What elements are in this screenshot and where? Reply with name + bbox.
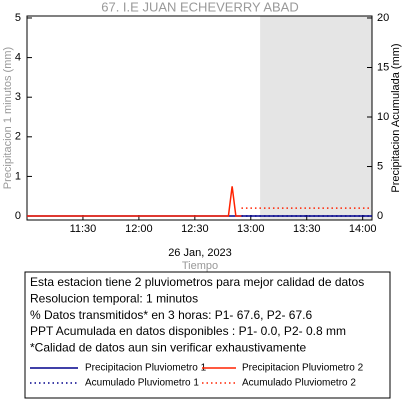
legend-label: Precipitacion Pluviometro 1 [85, 363, 207, 374]
y-axis-label: Precipitacion 1 minutos (mm) [2, 47, 14, 189]
y-tick-label: 4 [15, 51, 21, 63]
x-tick-label: 13:30 [293, 223, 321, 235]
y2-tick-label: 5 [377, 160, 383, 172]
legend-label: Precipitacion Pluviometro 2 [242, 363, 364, 374]
y2-tick-label: 0 [377, 210, 383, 222]
x-tick-label: 12:30 [181, 223, 209, 235]
legend-label: Acumulado Pluviometro 1 [85, 378, 199, 389]
note: Esta estacion tiene 2 pluviometros para … [30, 275, 364, 289]
legend-label: Acumulado Pluviometro 2 [242, 378, 356, 389]
y-tick-label: 1 [15, 170, 21, 182]
y2-tick-label: 10 [377, 111, 389, 123]
y2-tick-label: 15 [377, 61, 389, 73]
y-tick-label: 5 [15, 12, 21, 24]
note: *Calidad de datos aun sin verificar exha… [30, 340, 306, 354]
x-tick-label: 14:00 [349, 223, 377, 235]
info-box [24, 271, 391, 399]
y2-axis-label: Precipitacion Acumulada (mm) [390, 43, 402, 192]
y2-tick-label: 20 [377, 12, 389, 24]
y-tick-label: 2 [15, 131, 21, 143]
chart-title: 67. I.E JUAN ECHEVERRY ABAD [101, 0, 298, 14]
x-tick-label: 13:00 [237, 223, 265, 235]
note: % Datos transmitidos* en 3 horas: P1- 67… [30, 308, 312, 322]
shaded-region [260, 16, 372, 220]
series-line [27, 186, 242, 217]
y-tick-label: 0 [15, 210, 21, 222]
note: Resolucion temporal: 1 minutos [30, 291, 198, 305]
date-label: 26 Jan, 2023 [168, 247, 232, 259]
y-tick-label: 3 [15, 91, 21, 103]
x-tick-label: 12:00 [125, 223, 153, 235]
note: PPT Acumulada en datos disponibles : P1-… [30, 324, 346, 338]
plot-frame [26, 15, 373, 221]
x-tick-label: 11:30 [70, 223, 97, 235]
x-axis-label: Tiempo [182, 260, 218, 272]
